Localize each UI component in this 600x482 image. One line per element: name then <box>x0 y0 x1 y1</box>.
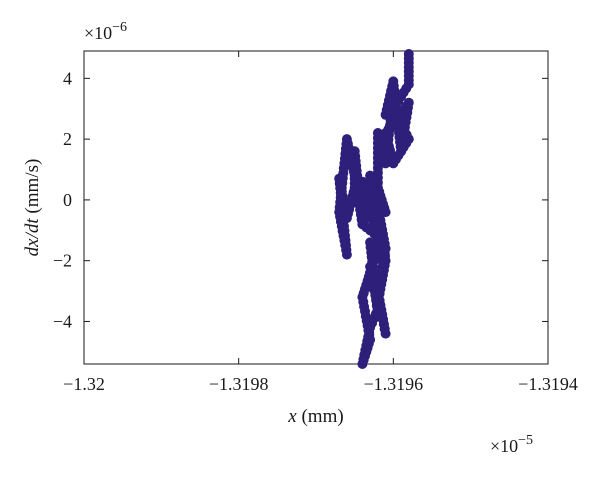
x-tick-label: −1.3198 <box>209 374 269 394</box>
plot-area-frame <box>83 50 549 365</box>
y-tick-label: 0 <box>63 190 72 210</box>
x-axis-label: x (mm) <box>287 406 343 427</box>
axis-ticks: −1.32 −1.3198 −1.3196 −1.3194 −4 −2 0 2 4 <box>53 51 578 394</box>
y-axis-label: dx/dt (mm/s) <box>22 159 43 257</box>
y-tick-label: −4 <box>53 311 72 331</box>
x-axis-exponent: ×10−5 <box>490 433 533 456</box>
data-point <box>372 310 383 321</box>
y-tick-label: −2 <box>53 251 72 271</box>
y-tick-label: 4 <box>63 68 72 88</box>
x-tick-label: −1.3194 <box>518 374 578 394</box>
x-tick-label: −1.32 <box>63 374 105 394</box>
data-points <box>334 49 414 369</box>
y-axis-exponent: ×10−6 <box>84 20 127 43</box>
x-tick-label: −1.3196 <box>364 374 424 394</box>
y-tick-label: 2 <box>63 129 72 149</box>
